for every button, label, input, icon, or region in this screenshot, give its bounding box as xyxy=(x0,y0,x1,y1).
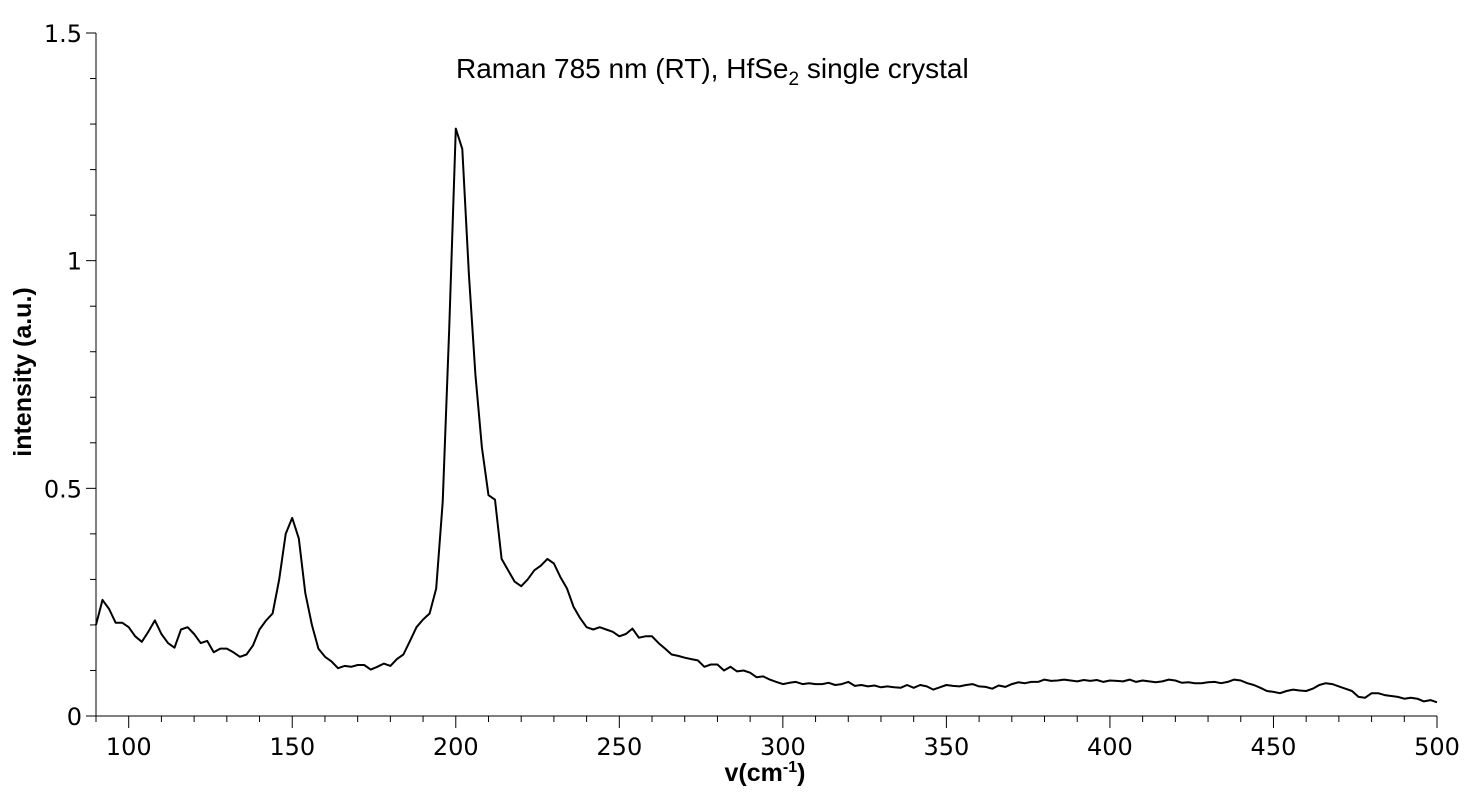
series-group xyxy=(95,127,1438,704)
raman-spectrum-line xyxy=(95,127,1438,704)
chart-title: Raman 785 nm (RT), HfSe2 single crystal xyxy=(456,53,969,90)
x-tick-label: 200 xyxy=(433,733,479,761)
y-ticks: 0 0.5 1 1.5 xyxy=(44,20,96,731)
x-tick-label: 500 xyxy=(1414,733,1460,761)
y-tick-label: 0.5 xyxy=(44,475,82,503)
y-tick-label: 1.5 xyxy=(44,20,82,48)
x-tick-label: 150 xyxy=(269,733,315,761)
x-axis-label: v(cm-1) xyxy=(725,759,806,787)
x-tick-label: 450 xyxy=(1251,733,1297,761)
x-tick-label: 250 xyxy=(596,733,642,761)
y-tick-label: 0 xyxy=(67,703,82,731)
x-ticks: 100 150 200 250 300 350 400 450 500 xyxy=(95,716,1460,761)
x-tick-label: 350 xyxy=(923,733,969,761)
x-tick-label: 100 xyxy=(106,733,152,761)
x-tick-label: 300 xyxy=(760,733,806,761)
x-tick-label: 400 xyxy=(1087,733,1133,761)
y-axis-label: intensity (a.u.) xyxy=(9,287,37,456)
y-tick-label: 1 xyxy=(67,248,82,276)
